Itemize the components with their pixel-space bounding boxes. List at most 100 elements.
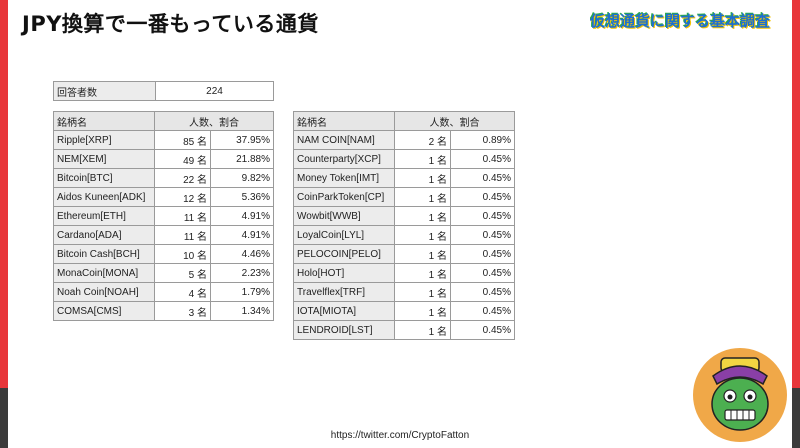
- table-row: LoyalCoin[LYL] 1 名 0.45%: [293, 225, 515, 245]
- holder-count: 12 名: [154, 187, 211, 207]
- table-row: Noah Coin[NOAH] 4 名 1.79%: [53, 282, 274, 302]
- holder-count: 1 名: [394, 206, 451, 226]
- table-row: Aidos Kuneen[ADK] 12 名 5.36%: [53, 187, 274, 207]
- coin-name: LENDROID[LST]: [293, 320, 395, 340]
- holder-count: 1 名: [394, 187, 451, 207]
- table-row: Wowbit[WWB] 1 名 0.45%: [293, 206, 515, 226]
- respondents-value: 224: [155, 81, 274, 101]
- table-row: COMSA[CMS] 3 名 1.34%: [53, 301, 274, 321]
- coin-name: Noah Coin[NOAH]: [53, 282, 155, 302]
- holder-percent: 5.36%: [210, 187, 274, 207]
- left-accent-bar-bottom: [0, 388, 8, 448]
- header-count-pct: 人数、割合: [394, 111, 515, 131]
- coin-name: PELOCOIN[PELO]: [293, 244, 395, 264]
- table-row: Travelflex[TRF] 1 名 0.45%: [293, 282, 515, 302]
- holder-percent: 0.89%: [450, 130, 515, 150]
- left-table-body: Ripple[XRP] 85 名 37.95% NEM[XEM] 49 名 21.88% B…: [53, 130, 274, 321]
- table-header-row: 銘柄名 人数、割合: [53, 111, 274, 131]
- holder-percent: 0.45%: [450, 244, 515, 264]
- holder-percent: 0.45%: [450, 320, 515, 340]
- table-row: NAM COIN[NAM] 2 名 0.89%: [293, 130, 515, 150]
- coin-name: Bitcoin[BTC]: [53, 168, 155, 188]
- coin-name: MonaCoin[MONA]: [53, 263, 155, 283]
- coin-name: Cardano[ADA]: [53, 225, 155, 245]
- table-row: Cardano[ADA] 11 名 4.91%: [53, 225, 274, 245]
- header-name: 銘柄名: [53, 111, 155, 131]
- table-row: PELOCOIN[PELO] 1 名 0.45%: [293, 244, 515, 264]
- holder-count: 5 名: [154, 263, 211, 283]
- holder-percent: 2.23%: [210, 263, 274, 283]
- coin-name: Bitcoin Cash[BCH]: [53, 244, 155, 264]
- holder-count: 1 名: [394, 282, 451, 302]
- coin-name: CoinParkToken[CP]: [293, 187, 395, 207]
- right-table-body: NAM COIN[NAM] 2 名 0.89% Counterparty[XCP] 1 …: [293, 130, 515, 340]
- table-row: Money Token[IMT] 1 名 0.45%: [293, 168, 515, 188]
- holder-percent: 0.45%: [450, 206, 515, 226]
- table-row: Bitcoin[BTC] 22 名 9.82%: [53, 168, 274, 188]
- holder-count: 10 名: [154, 244, 211, 264]
- coin-name: Money Token[IMT]: [293, 168, 395, 188]
- mascot-icon: [693, 348, 787, 442]
- holder-count: 3 名: [154, 301, 211, 321]
- coin-name: Counterparty[XCP]: [293, 149, 395, 169]
- table-row: Ethereum[ETH] 11 名 4.91%: [53, 206, 274, 226]
- holder-count: 11 名: [154, 225, 211, 245]
- coin-name: IOTA[MIOTA]: [293, 301, 395, 321]
- coin-name: NAM COIN[NAM]: [293, 130, 395, 150]
- coin-name: Travelflex[TRF]: [293, 282, 395, 302]
- holder-count: 4 名: [154, 282, 211, 302]
- holder-percent: 4.91%: [210, 225, 274, 245]
- holder-percent: 4.91%: [210, 206, 274, 226]
- holder-percent: 0.45%: [450, 282, 515, 302]
- footer-url: https://twitter.com/CryptoFatton: [330, 430, 470, 441]
- table-row: MonaCoin[MONA] 5 名 2.23%: [53, 263, 274, 283]
- respondents-table: 回答者数 224: [53, 81, 274, 101]
- holder-percent: 4.46%: [210, 244, 274, 264]
- holdings-table-right: 銘柄名 人数、割合 NAM COIN[NAM] 2 名 0.89% Counterpa…: [293, 111, 515, 340]
- table-row: Ripple[XRP] 85 名 37.95%: [53, 130, 274, 150]
- right-accent-bar: [792, 0, 800, 448]
- holder-count: 1 名: [394, 263, 451, 283]
- header-name: 銘柄名: [293, 111, 395, 131]
- holder-count: 22 名: [154, 168, 211, 188]
- holder-count: 2 名: [394, 130, 451, 150]
- table-row: Holo[HOT] 1 名 0.45%: [293, 263, 515, 283]
- holder-count: 85 名: [154, 130, 211, 150]
- table-row: IOTA[MIOTA] 1 名 0.45%: [293, 301, 515, 321]
- holder-count: 49 名: [154, 149, 211, 169]
- coin-name: Wowbit[WWB]: [293, 206, 395, 226]
- right-accent-bar-bottom: [792, 388, 800, 448]
- header-count-pct: 人数、割合: [154, 111, 274, 131]
- coin-name: Holo[HOT]: [293, 263, 395, 283]
- holder-percent: 37.95%: [210, 130, 274, 150]
- holder-percent: 0.45%: [450, 225, 515, 245]
- holder-percent: 21.88%: [210, 149, 274, 169]
- coin-name: COMSA[CMS]: [53, 301, 155, 321]
- holder-percent: 0.45%: [450, 263, 515, 283]
- coin-name: LoyalCoin[LYL]: [293, 225, 395, 245]
- left-accent-bar: [0, 0, 8, 448]
- mascot-face-icon: [711, 357, 769, 431]
- holder-count: 1 名: [394, 149, 451, 169]
- holder-count: 1 名: [394, 301, 451, 321]
- holder-count: 1 名: [394, 244, 451, 264]
- table-row: LENDROID[LST] 1 名 0.45%: [293, 320, 515, 340]
- holder-percent: 0.45%: [450, 187, 515, 207]
- table-row: Counterparty[XCP] 1 名 0.45%: [293, 149, 515, 169]
- holder-count: 1 名: [394, 225, 451, 245]
- holder-percent: 0.45%: [450, 301, 515, 321]
- holder-count: 1 名: [394, 320, 451, 340]
- holder-percent: 0.45%: [450, 168, 515, 188]
- coin-name: Ripple[XRP]: [53, 130, 155, 150]
- respondents-label: 回答者数: [53, 81, 156, 101]
- coin-name: NEM[XEM]: [53, 149, 155, 169]
- holder-percent: 9.82%: [210, 168, 274, 188]
- holder-percent: 1.34%: [210, 301, 274, 321]
- holder-percent: 1.79%: [210, 282, 274, 302]
- table-row: Bitcoin Cash[BCH] 10 名 4.46%: [53, 244, 274, 264]
- table-row: CoinParkToken[CP] 1 名 0.45%: [293, 187, 515, 207]
- logo-icon: 仮想通貨に関する基本調査: [590, 12, 771, 30]
- table-row: NEM[XEM] 49 名 21.88%: [53, 149, 274, 169]
- coin-name: Ethereum[ETH]: [53, 206, 155, 226]
- page-title: JPY換算で一番もっている通貨: [22, 12, 319, 36]
